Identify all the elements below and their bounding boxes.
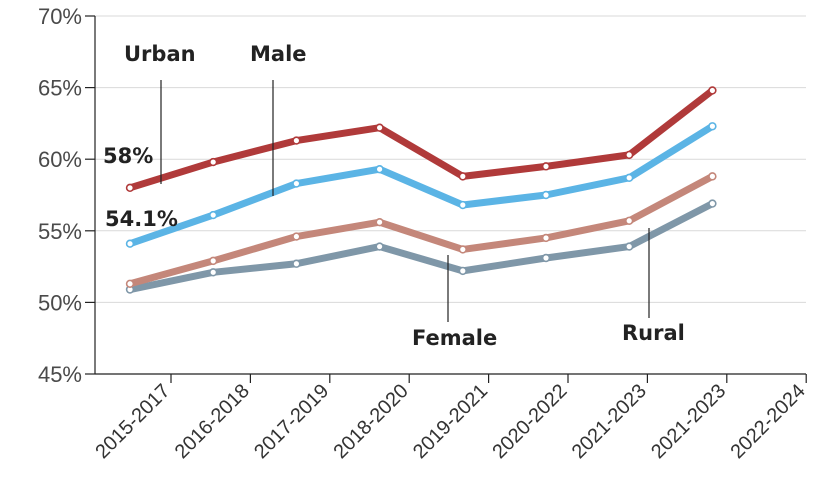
series-lines (125, 86, 717, 294)
x-tick-label: 2016-2018 (171, 380, 254, 463)
y-tick-label: 45% (38, 362, 82, 387)
series-label-rural: Rural (622, 321, 685, 345)
y-tick-label: 70% (38, 4, 82, 29)
series-line (126, 200, 716, 294)
data-point (209, 157, 218, 167)
label-leaders (160, 80, 650, 322)
data-point (624, 150, 634, 160)
y-tick-label: 60% (38, 147, 82, 172)
data-point (708, 199, 717, 208)
data-point (125, 239, 135, 248)
data-point (624, 216, 634, 225)
x-tick-label: 2021-2023 (568, 380, 651, 463)
series-line (126, 122, 716, 248)
data-point (458, 172, 467, 181)
y-tick-label: 65% (38, 76, 82, 101)
series-line (126, 172, 716, 288)
x-tick-label: 2021-2023 (647, 380, 730, 463)
series-label-male: Male (250, 42, 307, 66)
x-tick-label: 2019-2021 (409, 380, 492, 463)
series-rural (125, 172, 717, 288)
data-point (292, 179, 301, 188)
x-axis-ticks: 2015-20172016-20182017-20192018-20202019… (91, 374, 810, 463)
x-tick-label: 2022-2024 (727, 380, 810, 463)
data-point (292, 232, 301, 241)
data-point (541, 162, 551, 171)
y-tick-label: 50% (38, 290, 82, 315)
data-point (209, 268, 218, 277)
data-point (458, 200, 467, 210)
x-tick-label: 2018-2020 (330, 380, 413, 463)
data-point (708, 86, 717, 95)
data-point (624, 242, 634, 251)
series-label-urban: Urban (124, 42, 196, 66)
data-point (375, 242, 384, 251)
series-label-female: Female (412, 326, 497, 350)
y-axis-ticks: 45% 50% 55% 60% 65% 70% (38, 4, 95, 387)
series-urban (125, 86, 717, 193)
series-male (125, 122, 717, 248)
gridlines (95, 15, 806, 303)
series-line (126, 86, 716, 192)
y-tick-label: 55% (38, 219, 82, 244)
data-point (209, 256, 218, 266)
data-point (708, 172, 717, 181)
data-point (125, 279, 135, 288)
x-tick-label: 2017-2019 (250, 380, 333, 463)
annotation-urban-start: 58% (103, 144, 153, 168)
data-point (624, 173, 634, 183)
data-point (541, 253, 551, 263)
data-point (708, 122, 717, 131)
data-point (292, 259, 301, 268)
x-tick-label: 2020-2022 (488, 380, 571, 463)
data-point (125, 183, 135, 193)
data-point (458, 266, 467, 276)
series-female (125, 199, 717, 294)
data-point (375, 218, 384, 227)
data-point (541, 190, 551, 200)
annotation-male-start: 54.1% (105, 207, 178, 231)
data-point (375, 165, 384, 174)
x-tick-label: 2015-2017 (91, 380, 174, 463)
data-point (458, 245, 467, 254)
data-point (209, 210, 218, 220)
data-point (292, 136, 301, 145)
data-point (541, 233, 551, 243)
data-point (375, 123, 384, 132)
